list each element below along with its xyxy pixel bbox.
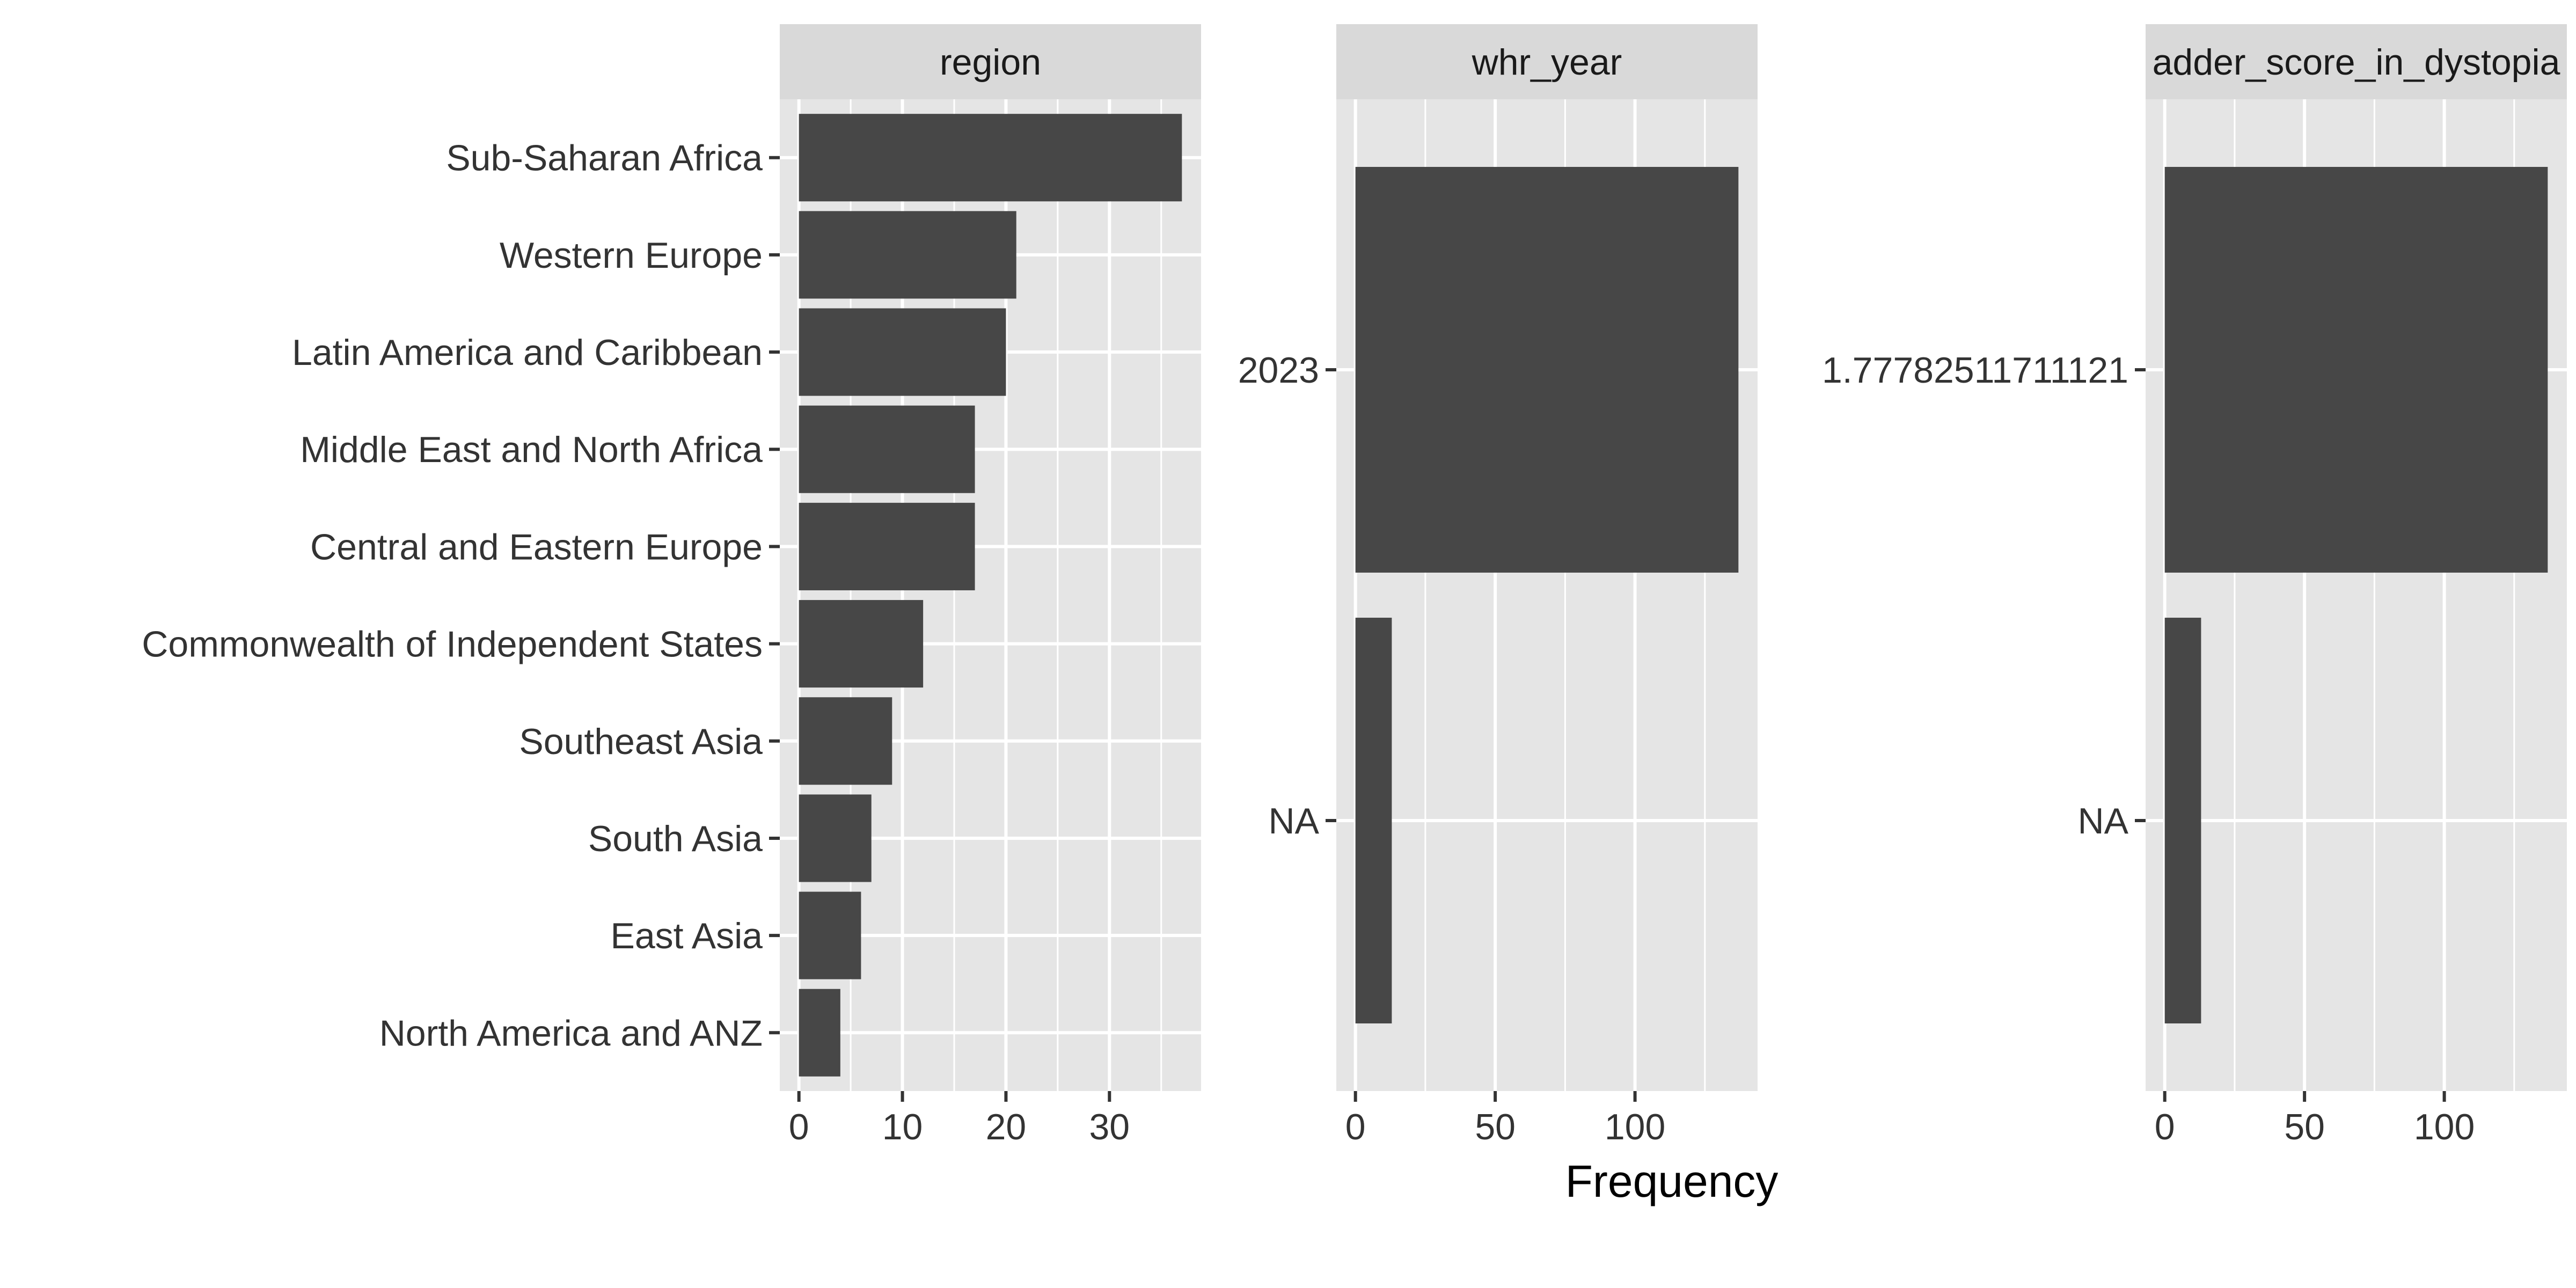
y-tick-label: Sub-Saharan Africa — [446, 138, 763, 179]
facet-strip-label: adder_score_in_dystopia — [2153, 42, 2560, 83]
y-tick-label: 2023 — [1238, 350, 1319, 391]
y-tick-label: Commonwealth of Independent States — [142, 624, 763, 665]
facet-strip-label: region — [940, 42, 1041, 83]
x-tick-label: 0 — [789, 1107, 809, 1147]
y-tick-label: South Asia — [588, 818, 763, 859]
y-tick-label: Southeast Asia — [519, 721, 763, 762]
x-tick-label: 50 — [2284, 1107, 2325, 1147]
bar-region-9 — [799, 989, 840, 1077]
y-tick-label: NA — [1269, 801, 1320, 841]
bar-ladder_score_in_dystopia-1 — [2164, 618, 2201, 1023]
y-tick-label: East Asia — [611, 916, 763, 956]
bar-region-6 — [799, 697, 892, 785]
x-tick-label: 50 — [1475, 1107, 1516, 1147]
y-tick-label: Western Europe — [500, 235, 763, 276]
facet-panel-region: region Sub-Saharan Africa Western Europe La… — [142, 24, 1201, 1147]
y-tick-label: 1.77782511711121 — [1822, 350, 2128, 391]
facet-panel-whr_year: whr_year 2023 NA 0 50 100 — [1238, 24, 1758, 1147]
facet-panel-ladder_score_in_dystopia: adder_score_in_dystopia 1.77782511711121 N… — [1822, 24, 2567, 1147]
x-tick-label: 0 — [1345, 1107, 1366, 1147]
x-tick-label: 20 — [986, 1107, 1027, 1147]
y-tick-label: Central and Eastern Europe — [310, 526, 763, 567]
bar-region-2 — [799, 308, 1006, 396]
y-tick-label: NA — [2078, 801, 2129, 841]
bar-region-1 — [799, 211, 1016, 299]
facet-strip — [2146, 24, 2567, 99]
bar-region-7 — [799, 794, 872, 882]
bar-region-5 — [799, 600, 924, 688]
x-tick-label: 10 — [882, 1107, 923, 1147]
chart-panels: region Sub-Saharan Africa Western Europe La… — [142, 24, 2567, 1147]
y-tick-label: North America and ANZ — [379, 1013, 763, 1053]
y-tick-label: Middle East and North Africa — [300, 429, 763, 470]
bar-ladder_score_in_dystopia-0 — [2164, 167, 2548, 573]
facet-strip — [1336, 24, 1758, 99]
x-tick-label: 30 — [1089, 1107, 1130, 1147]
x-tick-label: 0 — [2155, 1107, 2175, 1147]
y-tick-label: Latin America and Caribbean — [292, 332, 763, 373]
x-axis-title: Frequency — [1565, 1156, 1779, 1206]
bar-region-3 — [799, 405, 975, 493]
bar-region-0 — [799, 114, 1182, 202]
bar-whr_year-1 — [1355, 618, 1392, 1023]
x-tick-label: 100 — [2414, 1107, 2475, 1147]
facet-strip-label: whr_year — [1472, 42, 1622, 83]
bar-region-4 — [799, 502, 975, 590]
bar-region-8 — [799, 891, 861, 979]
facet-strip — [780, 24, 1201, 99]
bar-whr_year-0 — [1355, 167, 1739, 573]
x-tick-label: 100 — [1605, 1107, 1665, 1147]
